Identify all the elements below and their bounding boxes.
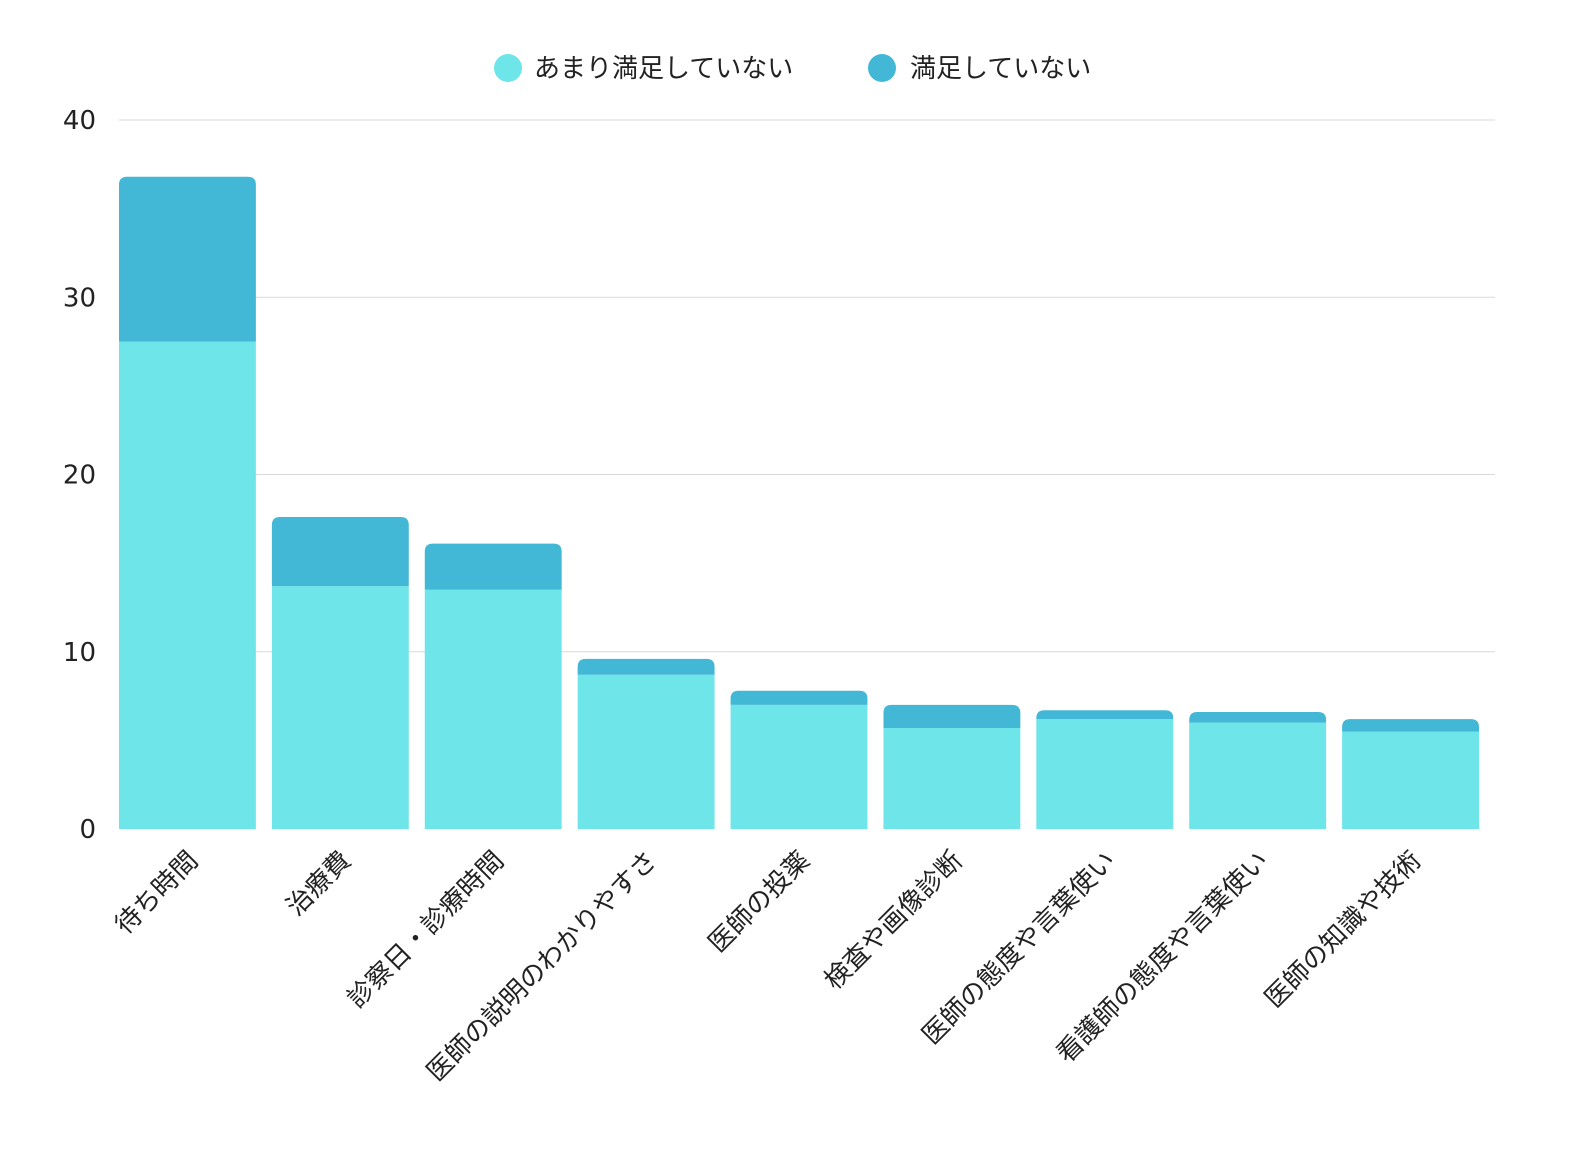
gridlines [119,119,1495,653]
y-tick-label: 30 [63,283,96,313]
x-category-label: 治療費 [281,846,357,922]
bar-segment-somewhat-dissatisfied [271,586,409,829]
x-category-label: 待ち時間 [110,846,205,941]
y-axis: 0 10 20 30 40 [63,106,96,845]
bar-segment-somewhat-dissatisfied [730,704,868,829]
bar-segment-dissatisfied [424,543,562,590]
legend-swatch [868,54,896,82]
legend-swatch [494,54,522,82]
y-tick-label: 40 [63,106,96,136]
bar-segment-somewhat-dissatisfied [1342,731,1479,829]
y-tick-label: 0 [79,815,96,845]
bar-segment-dissatisfied [1189,712,1327,723]
bar-segment-dissatisfied [1036,710,1174,720]
bar-segment-dissatisfied [119,176,256,342]
bar-segment-dissatisfied [730,690,868,705]
x-category-label: 診察日・診療時間 [342,846,510,1014]
bar-segment-somewhat-dissatisfied [1189,722,1327,829]
bar-segment-somewhat-dissatisfied [577,674,715,829]
bar-segment-somewhat-dissatisfied [424,589,562,829]
bar-segment-dissatisfied [271,517,409,587]
bar-segment-somewhat-dissatisfied [883,727,1021,829]
legend: あまり満足していない 満足していない [494,54,1091,84]
bar-segment-dissatisfied [1342,719,1479,732]
legend-label: あまり満足していない [534,54,793,84]
x-category-label: 検査や画像診断 [819,846,969,996]
legend-label: 満足していない [910,54,1091,84]
x-category-label: 医師の知識や技術 [1259,846,1427,1014]
bar-segment-somewhat-dissatisfied [1036,719,1174,829]
bar-segment-dissatisfied [577,658,715,675]
y-tick-label: 10 [63,638,96,668]
bar-segment-somewhat-dissatisfied [119,341,256,829]
x-category-label: 医師の投薬 [703,846,816,959]
bar-segment-dissatisfied [883,704,1021,728]
bars [119,176,1479,829]
y-tick-label: 20 [63,461,96,491]
